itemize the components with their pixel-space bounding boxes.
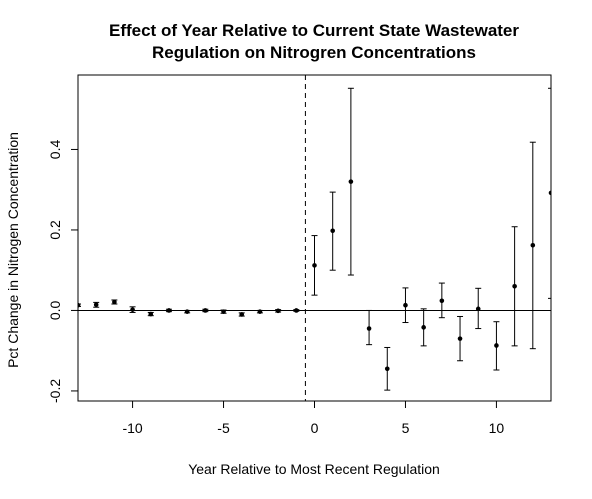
data-point-group xyxy=(78,302,81,308)
y-tick-label: 0.0 xyxy=(47,301,63,321)
data-point xyxy=(257,309,263,314)
data-point-group xyxy=(129,306,136,313)
data-point-group xyxy=(511,226,518,347)
data-point-group xyxy=(256,309,263,314)
x-tick-label: 5 xyxy=(402,420,410,436)
data-point xyxy=(112,299,117,305)
data-point xyxy=(203,308,208,313)
data-point-group xyxy=(165,308,172,313)
data-point-group xyxy=(220,309,227,314)
data-point xyxy=(93,302,99,308)
data-point-group xyxy=(293,308,300,313)
data-point xyxy=(330,228,335,234)
data-point xyxy=(475,306,481,312)
data-point-group xyxy=(529,141,536,350)
data-point xyxy=(294,308,299,313)
y-tick-label: 0.4 xyxy=(47,140,63,160)
plot-area xyxy=(78,75,551,401)
data-point xyxy=(421,325,426,330)
data-point-group xyxy=(184,309,191,314)
data-point-group xyxy=(457,315,464,362)
data-point xyxy=(184,309,190,314)
data-point xyxy=(457,336,463,341)
chart-title-line-2: Regulation on Nitrogren Concentrations xyxy=(152,43,476,62)
data-point xyxy=(548,190,551,196)
data-point xyxy=(530,242,536,248)
y-tick-label: 0.2 xyxy=(47,220,63,240)
data-point-group xyxy=(493,321,500,371)
data-point xyxy=(221,309,226,314)
data-point-group xyxy=(111,299,118,305)
data-point xyxy=(78,302,81,308)
data-point-group xyxy=(311,235,318,296)
x-tick-label: 0 xyxy=(311,420,319,436)
data-point-group xyxy=(329,191,336,271)
data-point xyxy=(512,283,517,289)
x-tick-label: -10 xyxy=(122,420,142,436)
x-axis-label: Year Relative to Most Recent Regulation xyxy=(188,461,440,477)
data-point-group xyxy=(238,312,245,317)
data-point-group xyxy=(275,308,282,314)
data-point-group xyxy=(347,87,354,276)
data-point xyxy=(494,343,499,348)
chart-title-line-1: Effect of Year Relative to Current State… xyxy=(109,21,519,40)
x-tick-label: 10 xyxy=(489,420,505,436)
y-tick-label: -0.2 xyxy=(47,379,63,403)
data-point xyxy=(239,312,245,317)
data-point-group xyxy=(202,308,209,313)
data-point-group xyxy=(548,87,551,299)
x-tick-label: -5 xyxy=(217,420,230,436)
data-point xyxy=(439,298,445,304)
data-point xyxy=(312,263,317,268)
data-point-group xyxy=(438,282,445,319)
data-point-group xyxy=(93,301,100,308)
data-point-group xyxy=(384,346,391,391)
data-point xyxy=(275,308,281,314)
data-point-group xyxy=(147,311,154,317)
data-point-group xyxy=(475,287,482,330)
data-point-group xyxy=(420,308,427,347)
data-point xyxy=(366,326,372,331)
data-point xyxy=(403,302,408,308)
data-point xyxy=(130,307,135,312)
y-axis-label: Pct Change in Nitrogen Concentration xyxy=(5,132,21,368)
data-point xyxy=(348,179,354,184)
data-point xyxy=(384,366,390,372)
data-point xyxy=(148,311,154,317)
data-point xyxy=(166,308,172,313)
data-point-group xyxy=(366,309,373,346)
data-point-group xyxy=(402,287,409,324)
